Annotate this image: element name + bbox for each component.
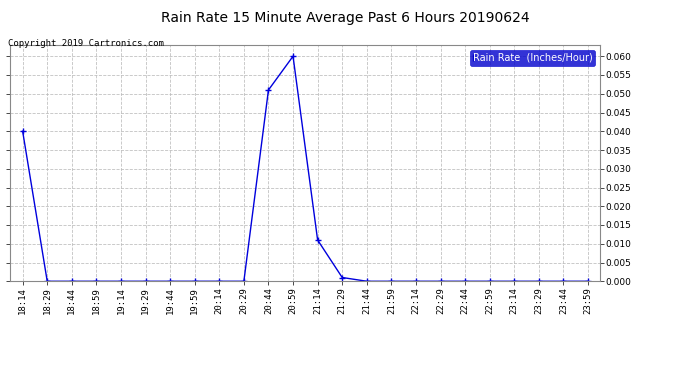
Text: Rain Rate 15 Minute Average Past 6 Hours 20190624: Rain Rate 15 Minute Average Past 6 Hours… <box>161 11 529 25</box>
Text: Copyright 2019 Cartronics.com: Copyright 2019 Cartronics.com <box>8 39 164 48</box>
Legend: Rain Rate  (Inches/Hour): Rain Rate (Inches/Hour) <box>470 50 595 66</box>
